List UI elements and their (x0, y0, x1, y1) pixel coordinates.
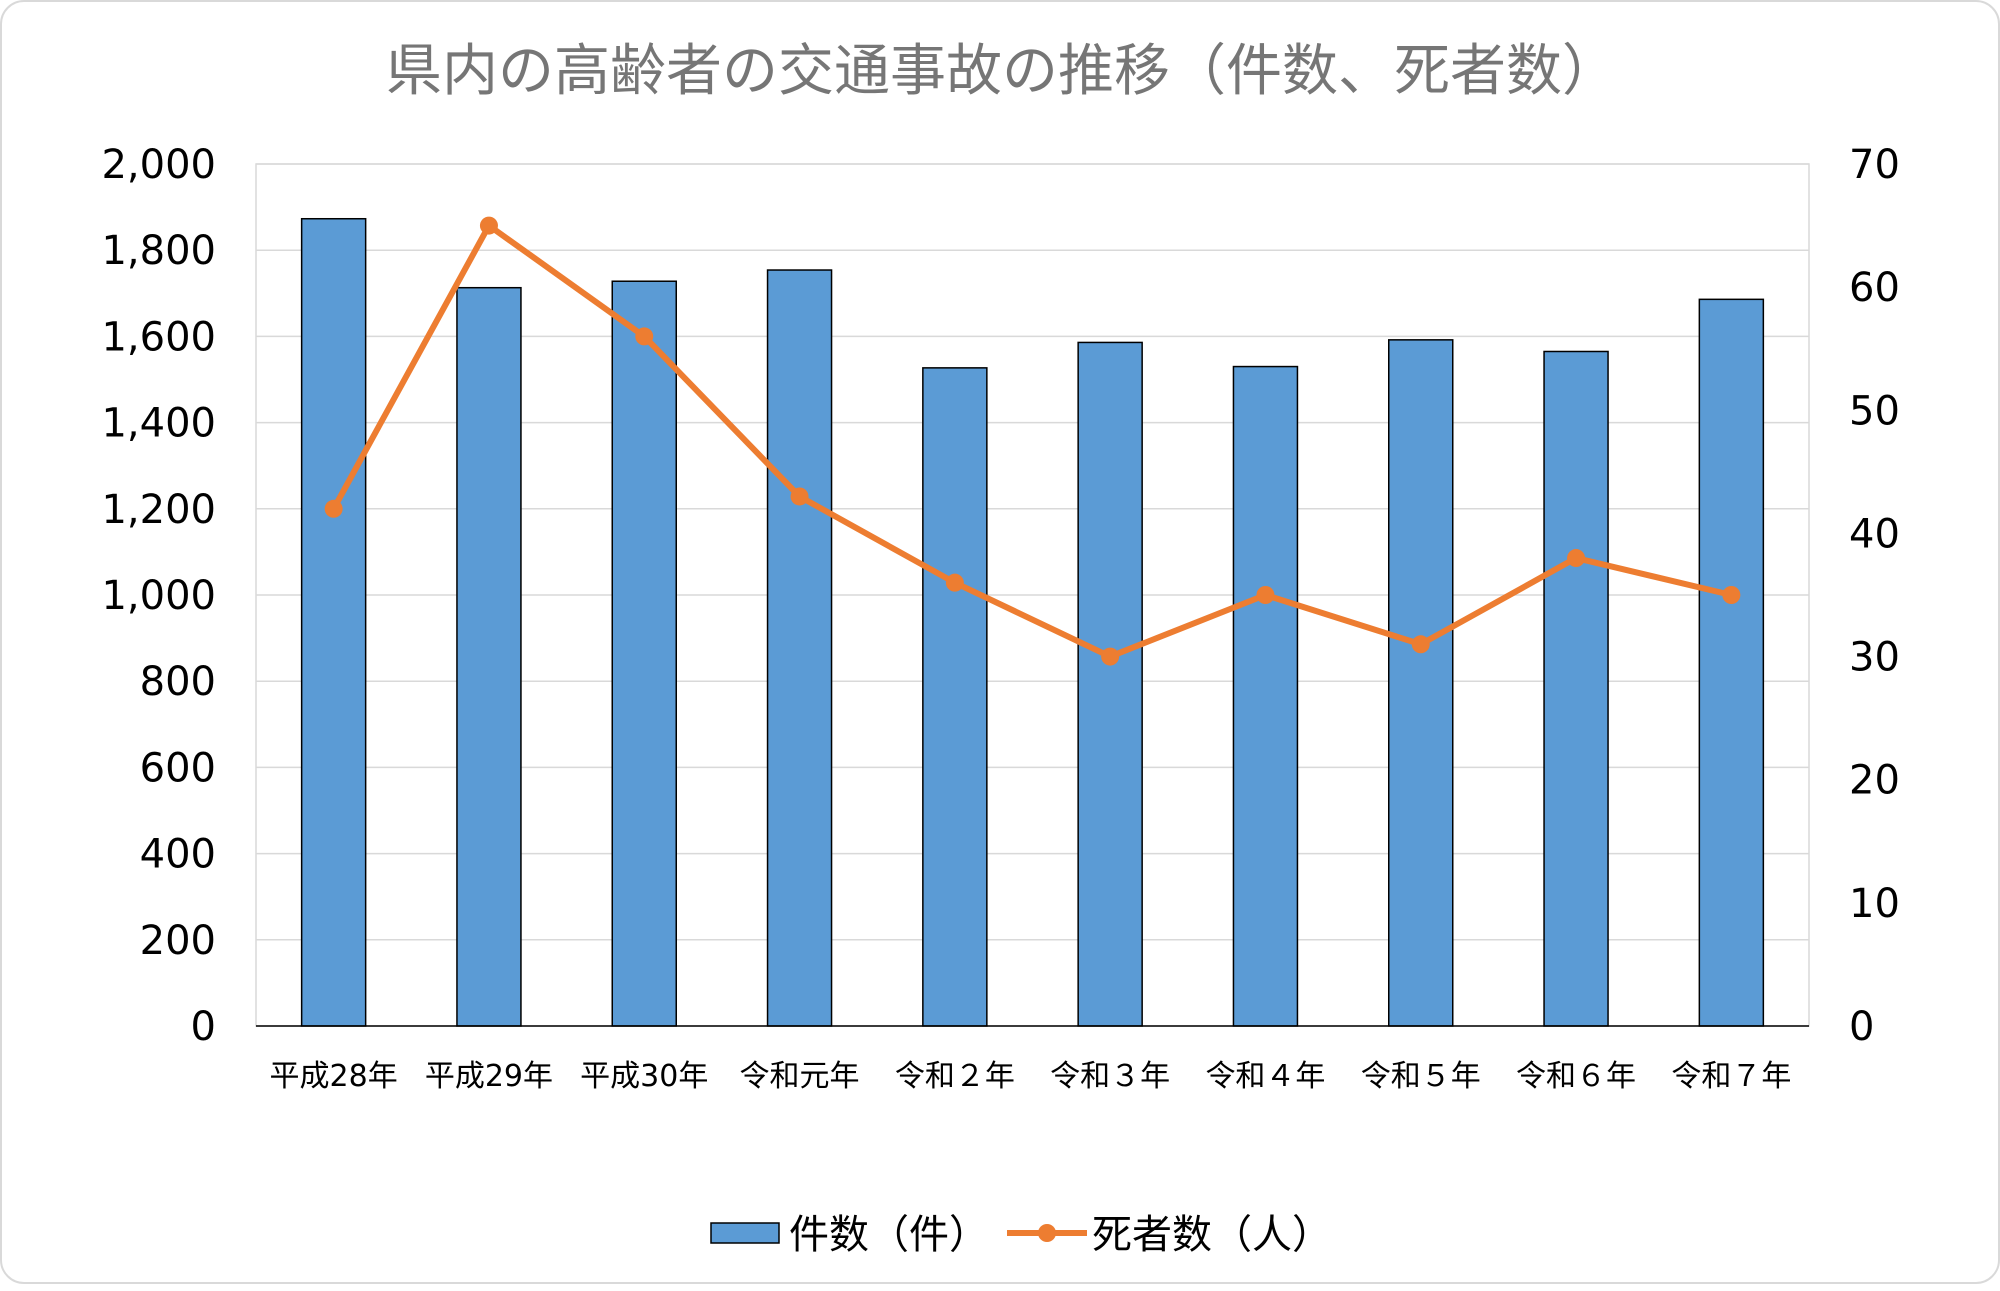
legend-line-label: 死者数（人） (1092, 1212, 1332, 1258)
category-label: 令和２年 (895, 1059, 1015, 1094)
category-label: 平成28年 (270, 1059, 398, 1094)
bar (611, 280, 677, 1027)
category-label: 令和７年 (1671, 1059, 1791, 1094)
right-tick-label: 50 (1849, 388, 1900, 434)
left-tick-label: 1,400 (101, 401, 216, 447)
bar (1077, 341, 1143, 1027)
left-tick-label: 1,800 (101, 228, 216, 274)
legend: 件数（件） 死者数（人） (710, 1212, 1332, 1258)
category-label: 平成30年 (580, 1059, 708, 1094)
axes: 02004006008001,0001,2001,4001,6001,8002,… (101, 142, 1899, 1094)
category-label: 令和６年 (1516, 1059, 1636, 1094)
line-series (324, 216, 1741, 666)
line-point (1567, 549, 1586, 568)
category-label: 令和３年 (1050, 1059, 1170, 1094)
right-tick-label: 20 (1849, 758, 1900, 804)
chart-title: 県内の高齢者の交通事故の推移（件数、死者数） (386, 39, 1618, 104)
bar (922, 367, 988, 1027)
right-tick-label: 40 (1849, 511, 1900, 557)
left-tick-label: 400 (140, 832, 216, 878)
bar (1388, 339, 1454, 1027)
legend-bar-swatch (710, 1222, 780, 1244)
category-label: 令和５年 (1361, 1059, 1481, 1094)
line-point (1256, 586, 1275, 604)
left-tick-label: 800 (140, 659, 216, 705)
bar-series (300, 217, 1765, 1027)
line-point (635, 327, 654, 346)
left-tick-label: 2,000 (101, 142, 216, 188)
left-tick-label: 0 (191, 1004, 216, 1050)
line-point (1101, 647, 1120, 666)
line-point (1722, 586, 1741, 604)
category-label: 平成29年 (425, 1059, 553, 1094)
bar (1543, 350, 1609, 1027)
right-tick-label: 30 (1849, 635, 1900, 681)
left-tick-label: 1,000 (101, 573, 216, 619)
bar (1232, 365, 1299, 1027)
right-tick-label: 10 (1849, 881, 1900, 927)
bar (300, 217, 367, 1027)
right-tick-label: 0 (1849, 1004, 1874, 1050)
line-point (945, 573, 964, 592)
category-label: 令和４年 (1205, 1059, 1325, 1094)
bar (1698, 298, 1765, 1027)
left-tick-label: 1,600 (101, 314, 216, 360)
left-tick-label: 200 (140, 918, 216, 964)
right-tick-label: 70 (1849, 142, 1900, 188)
line-point (324, 499, 343, 518)
bar (456, 286, 522, 1027)
bar (766, 269, 833, 1027)
line-point (1411, 635, 1430, 654)
legend-bar-label: 件数（件） (789, 1212, 989, 1258)
category-label: 令和元年 (740, 1059, 860, 1094)
death-line (331, 222, 1733, 660)
line-point (479, 216, 498, 235)
right-tick-label: 60 (1849, 265, 1900, 311)
left-tick-label: 600 (140, 745, 216, 791)
legend-line-marker (1038, 1224, 1056, 1242)
left-tick-label: 1,200 (101, 487, 216, 533)
line-point (790, 487, 809, 506)
